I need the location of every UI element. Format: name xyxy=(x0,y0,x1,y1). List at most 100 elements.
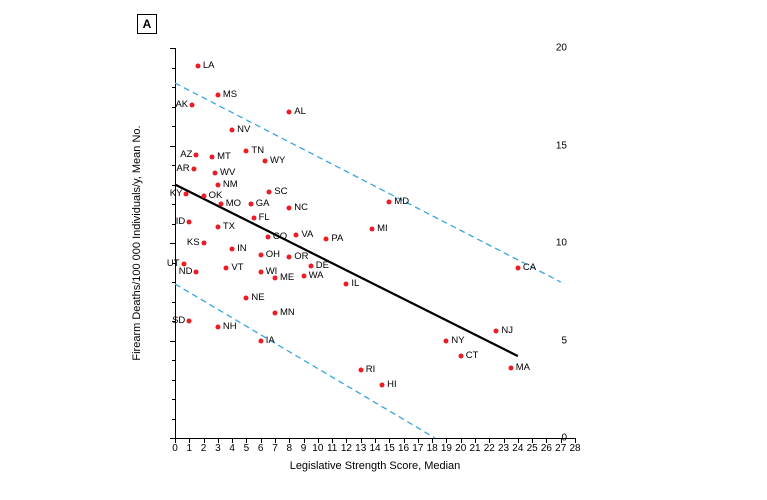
data-point xyxy=(210,155,215,160)
data-point-label: AR xyxy=(176,164,189,174)
data-point xyxy=(444,338,449,343)
panel-letter: A xyxy=(137,14,157,34)
data-point-label: ND xyxy=(179,267,193,277)
y-axis-title: Firearm Deaths/100 000 Individuals/y, Me… xyxy=(131,125,143,360)
x-tick-label: 11 xyxy=(327,443,337,454)
data-point-label: CA xyxy=(523,263,536,273)
data-point-label: IA xyxy=(266,336,275,346)
data-point-label: FL xyxy=(259,213,270,223)
data-point xyxy=(258,338,263,343)
x-tick-label: 23 xyxy=(498,443,509,454)
data-point-label: LA xyxy=(203,61,215,71)
x-tick-label: 14 xyxy=(369,443,380,454)
data-point-label: OH xyxy=(266,250,280,260)
data-point-label: IN xyxy=(237,244,247,254)
data-point xyxy=(263,159,268,164)
x-tick-label: 25 xyxy=(527,443,538,454)
data-point-label: AL xyxy=(294,107,306,117)
chart-stage: A 01234567891011121314151617181920212223… xyxy=(0,0,767,500)
data-point-label: WA xyxy=(309,271,324,281)
data-point xyxy=(244,149,249,154)
data-point xyxy=(187,319,192,324)
x-tick-label: 12 xyxy=(341,443,352,454)
x-tick-label: 5 xyxy=(244,443,250,454)
data-point xyxy=(244,295,249,300)
y-tick xyxy=(170,438,175,439)
x-tick-label: 3 xyxy=(215,443,221,454)
data-point xyxy=(294,233,299,238)
data-point xyxy=(201,194,206,199)
x-tick-label: 18 xyxy=(427,443,438,454)
data-point-label: NJ xyxy=(501,326,513,336)
data-point xyxy=(287,205,292,210)
data-point xyxy=(215,225,220,230)
data-point xyxy=(230,246,235,251)
data-point xyxy=(387,200,392,205)
data-point xyxy=(187,219,192,224)
x-tick-label: 2 xyxy=(201,443,207,454)
data-point xyxy=(515,266,520,271)
data-point xyxy=(380,383,385,388)
data-point-label: MS xyxy=(223,90,237,100)
data-point xyxy=(358,367,363,372)
data-point-label: HI xyxy=(387,380,397,390)
data-point xyxy=(273,276,278,281)
data-point xyxy=(201,241,206,246)
data-point-label: MA xyxy=(516,363,530,373)
data-point-label: MN xyxy=(280,308,295,318)
data-point-label: VA xyxy=(301,230,313,240)
x-tick-label: 22 xyxy=(484,443,495,454)
x-tick-label: 6 xyxy=(258,443,264,454)
data-point xyxy=(213,170,218,175)
x-tick-label: 9 xyxy=(301,443,307,454)
data-point xyxy=(265,235,270,240)
data-point xyxy=(324,237,329,242)
data-point-label: NV xyxy=(237,125,250,135)
data-point-label: OK xyxy=(209,191,223,201)
data-point-label: TN xyxy=(251,146,264,156)
data-point-label: AZ xyxy=(180,150,192,160)
x-tick-label: 24 xyxy=(512,443,523,454)
data-point-label: CO xyxy=(273,232,287,242)
x-tick-label: 26 xyxy=(541,443,552,454)
data-point-label: TX xyxy=(223,222,235,232)
data-point-label: PA xyxy=(331,234,343,244)
data-point-label: SC xyxy=(274,187,287,197)
data-point xyxy=(508,365,513,370)
data-point-label: UT xyxy=(167,259,180,269)
data-point xyxy=(258,270,263,275)
data-point xyxy=(194,270,199,275)
x-tick-label: 28 xyxy=(569,443,580,454)
data-point-label: VT xyxy=(231,263,243,273)
scatter-plot: 0123456789101112131415161718192021222324… xyxy=(175,48,575,438)
data-point-label: NE xyxy=(251,293,264,303)
data-point xyxy=(224,266,229,271)
x-tick-label: 16 xyxy=(398,443,409,454)
data-point-label: RI xyxy=(366,365,376,375)
data-point xyxy=(218,202,223,207)
data-point-label: MT xyxy=(217,152,231,162)
data-point-label: ID xyxy=(176,217,186,227)
data-point xyxy=(184,192,189,197)
data-point xyxy=(258,252,263,257)
data-point xyxy=(190,102,195,107)
data-point-label: MI xyxy=(377,224,388,234)
data-point-label: WV xyxy=(220,168,235,178)
data-point xyxy=(494,328,499,333)
data-point xyxy=(194,153,199,158)
data-point xyxy=(301,274,306,279)
data-point-label: SD xyxy=(172,316,185,326)
ci-lower-line xyxy=(175,284,435,438)
data-point-label: KY xyxy=(170,189,183,199)
data-point-label: MO xyxy=(226,199,241,209)
data-point xyxy=(248,202,253,207)
data-point xyxy=(230,127,235,132)
data-point-label: IL xyxy=(351,279,359,289)
data-point-label: NC xyxy=(294,203,308,213)
x-axis-title: Legislative Strength Score, Median xyxy=(290,460,461,472)
data-point-label: OR xyxy=(294,252,308,262)
plot-lines xyxy=(175,48,575,438)
x-tick-label: 1 xyxy=(187,443,193,454)
x-tick-label: 10 xyxy=(312,443,323,454)
x-tick-label: 4 xyxy=(229,443,235,454)
